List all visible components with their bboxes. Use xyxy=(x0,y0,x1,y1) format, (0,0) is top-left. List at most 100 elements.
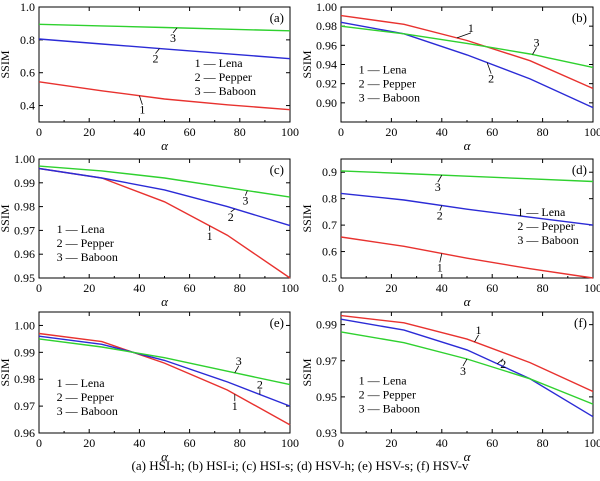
panel-label: (e) xyxy=(270,315,284,330)
x-tick-label: 60 xyxy=(486,125,498,139)
x-tick-label: 100 xyxy=(584,125,600,139)
x-tick-label: 20 xyxy=(83,281,95,295)
chart-panel-c: 0 20 40 60 80 100 0.95 0.96 0.97 0.98 0.99 1.00 α SSI… xyxy=(0,152,299,309)
legend-entry: 1 — Lena xyxy=(57,222,106,236)
y-tick-label: 0.96 xyxy=(14,247,35,261)
series-number-label: 1 xyxy=(232,399,238,413)
series-number-label: 3 xyxy=(236,354,242,368)
series-number-leader xyxy=(172,27,178,34)
legend-entry: 3 — Baboon xyxy=(359,91,420,105)
y-axis-label: SSIM xyxy=(300,204,314,232)
x-tick-label: 60 xyxy=(486,281,498,295)
y-tick-label: 0.93 xyxy=(316,426,337,440)
series-number-leader xyxy=(437,174,443,183)
y-tick-label: 0.98 xyxy=(14,200,35,214)
legend-entry: 1 — Lena xyxy=(359,374,408,388)
x-tick-label: 100 xyxy=(584,436,600,450)
legend-entry: 3 — Baboon xyxy=(359,402,420,416)
series-line-lena xyxy=(340,236,594,279)
series-number-leader xyxy=(474,334,479,343)
x-axis-label: α xyxy=(464,294,472,309)
panel-label: (a) xyxy=(270,10,284,25)
series-number-leader xyxy=(155,48,160,54)
x-tick-label: 80 xyxy=(537,436,549,450)
y-axis-label: SSIM xyxy=(0,50,12,78)
legend-entry: 3 — Baboon xyxy=(57,404,118,418)
y-tick-label: 0.9 xyxy=(322,165,337,179)
x-tick-label: 0 xyxy=(36,281,42,295)
legend-entry: 1 — Lena xyxy=(359,63,408,77)
series-line-baboon xyxy=(38,165,291,198)
y-tick-label: 0.6 xyxy=(322,245,337,259)
y-tick-label: 0.96 xyxy=(316,38,337,52)
series-number-leader xyxy=(496,358,504,365)
legend-entry: 1 — Lena xyxy=(517,205,566,219)
y-tick-label: 0.96 xyxy=(14,426,35,440)
legend-entry: 2 — Pepper xyxy=(359,388,416,402)
series-number-leader xyxy=(486,62,492,74)
series-number-leader xyxy=(230,208,236,213)
x-axis-label: α xyxy=(161,138,169,153)
chart-panel-b: 0 20 40 60 80 100 0.90 0.92 0.94 0.96 0.98 1.00 α SSI… xyxy=(300,0,600,153)
legend-entry: 2 — Pepper xyxy=(57,390,114,404)
legend-entry: 1 — Lena xyxy=(57,376,106,390)
series-number-label: 2 xyxy=(488,72,494,86)
series-number-label: 2 xyxy=(152,51,158,65)
y-tick-label: 0.97 xyxy=(14,223,35,237)
chart-panel-a: 0 20 40 60 80 100 0.4 0.6 0.8 1.0 α SSIM (a) 1 23 1 — L… xyxy=(0,0,299,153)
x-tick-label: 20 xyxy=(385,281,397,295)
series-line-baboon xyxy=(38,338,291,386)
figure-caption: (a) HSI-h; (b) HSI-i; (c) HSI-s; (d) HSV… xyxy=(131,458,469,473)
chart-panel-e: 0 20 40 60 80 100 0.96 0.97 0.98 0.99 1.00 α SSIM (e)… xyxy=(0,311,299,464)
x-tick-label: 80 xyxy=(537,281,549,295)
y-tick-label: 1.0 xyxy=(20,0,35,14)
legend-entry: 2 — Pepper xyxy=(195,70,252,84)
series-number-label: 1 xyxy=(139,103,145,117)
series-line-pepper xyxy=(340,21,594,109)
y-axis-label: SSIM xyxy=(300,358,314,386)
x-tick-label: 80 xyxy=(537,125,549,139)
series-line-pepper xyxy=(340,318,594,418)
y-tick-label: 0.99 xyxy=(14,345,35,359)
y-tick-label: 0.94 xyxy=(316,58,337,72)
panel-label: (c) xyxy=(270,162,284,177)
y-tick-label: 0.99 xyxy=(14,176,35,190)
series-number-label: 3 xyxy=(460,364,466,378)
y-tick-label: 0.4 xyxy=(20,99,35,113)
plot-frame xyxy=(38,6,291,123)
y-tick-label: 0.8 xyxy=(20,33,35,47)
x-tick-label: 100 xyxy=(281,125,299,139)
y-axis-label: SSIM xyxy=(300,50,314,78)
y-tick-label: 0.97 xyxy=(14,399,35,413)
y-tick-label: 0.95 xyxy=(14,271,35,285)
series-number-leader xyxy=(234,365,240,373)
x-axis-label: α xyxy=(161,449,169,464)
y-tick-label: 0.92 xyxy=(316,77,337,91)
x-tick-label: 20 xyxy=(385,436,397,450)
x-tick-label: 60 xyxy=(184,436,196,450)
x-tick-label: 0 xyxy=(36,436,42,450)
series-number-label: 2 xyxy=(500,357,506,371)
x-tick-label: 80 xyxy=(234,125,246,139)
chart-panel-d: 0 20 40 60 80 100 0.5 0.6 0.7 0.8 0.9 α SSIM (d) 1 2 3 1 … xyxy=(300,158,600,309)
x-tick-label: 100 xyxy=(281,436,299,450)
series-line-lena xyxy=(38,81,291,111)
y-tick-label: 0.97 xyxy=(316,354,337,368)
x-tick-label: 60 xyxy=(184,281,196,295)
x-tick-label: 20 xyxy=(83,436,95,450)
panel-label: (d) xyxy=(572,162,587,177)
x-tick-label: 0 xyxy=(338,281,344,295)
chart-panel-f: 0 20 40 60 80 100 0.93 0.95 0.97 0.99 α SSIM (f) 1 2 3 1… xyxy=(300,311,600,464)
y-tick-label: 0.99 xyxy=(316,318,337,332)
x-tick-label: 60 xyxy=(184,125,196,139)
series-number-label: 3 xyxy=(242,194,248,208)
series-line-lena xyxy=(38,332,291,426)
y-tick-label: 1.00 xyxy=(14,152,35,166)
series-number-label: 3 xyxy=(170,31,176,45)
series-number-label: 1 xyxy=(437,260,443,274)
series-number-leader xyxy=(439,253,443,263)
y-tick-label: 0.90 xyxy=(316,96,337,110)
x-tick-label: 40 xyxy=(436,436,448,450)
series-line-lena xyxy=(340,314,594,393)
x-tick-label: 0 xyxy=(36,125,42,139)
